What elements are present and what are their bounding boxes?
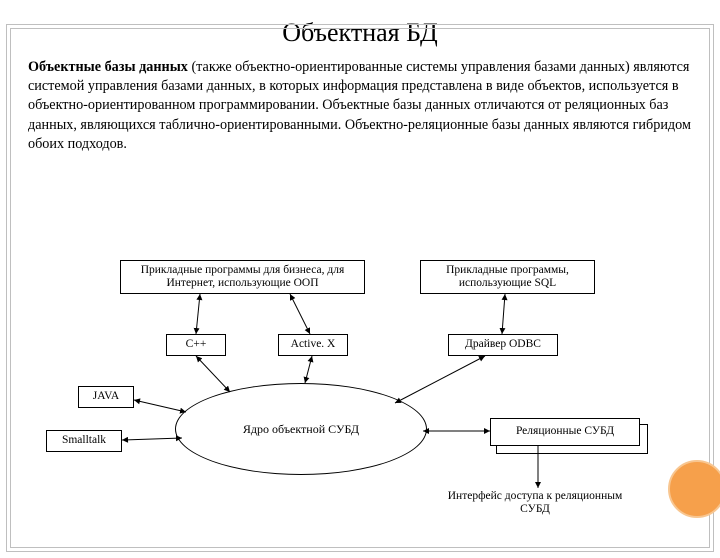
accent-circle-icon	[668, 460, 720, 518]
slide-inner-frame	[10, 28, 710, 548]
